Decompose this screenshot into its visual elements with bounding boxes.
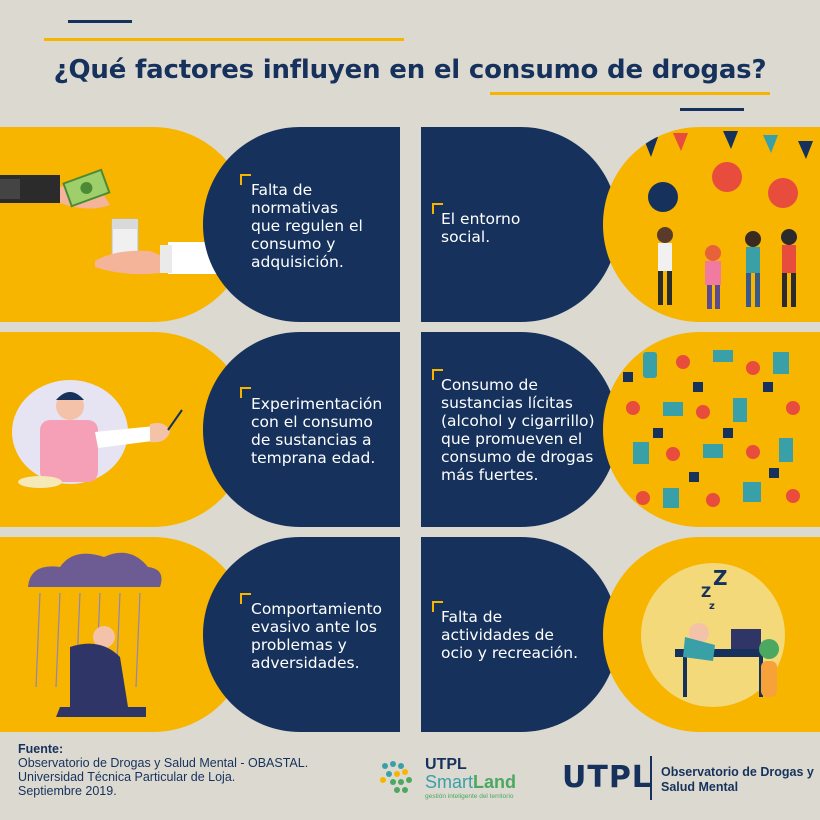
source-line-3: Septiembre 2019. (18, 784, 117, 798)
factor-4-card (421, 332, 618, 527)
factor-1-text: Falta de normativas que regulen el consu… (251, 181, 363, 271)
factor-6-text: Falta de actividades de ocio y recreació… (441, 608, 579, 662)
factor-3-card (203, 332, 400, 527)
factor-3-corner-mark (240, 387, 251, 398)
source-line-2: Universidad Técnica Particular de Loja. (18, 770, 236, 784)
factor-6-card (421, 537, 618, 732)
factor-2-card (421, 127, 618, 322)
factor-2-corner-mark (432, 203, 443, 214)
source-line-1: Observatorio de Drogas y Salud Mental - … (18, 756, 309, 770)
source-label: Fuente: (18, 742, 64, 756)
party-people-illustration (643, 131, 813, 309)
observatory-line-1: Observatorio de Drogas y (661, 765, 814, 779)
observatory-line-2: Salud Mental (661, 780, 739, 794)
source-block: Fuente: Observatorio de Drogas y Salud M… (18, 742, 308, 798)
svg-text:Z: Z (701, 585, 711, 601)
svg-text:z: z (709, 601, 715, 612)
factor-1-corner-mark (240, 174, 251, 185)
factor-1-card (203, 127, 400, 322)
factor-6-corner-mark (432, 601, 443, 612)
right-accent-bar (680, 108, 744, 111)
logo-divider (650, 756, 652, 800)
svg-text:Z: Z (713, 566, 728, 590)
factor-5-corner-mark (240, 593, 251, 604)
money-and-pills-exchange-illustration (0, 168, 218, 275)
title-top-underline (44, 38, 404, 41)
sad-man-under-rain-cloud-illustration (28, 552, 162, 717)
sleeping-at-desk-illustration: Z Z z (641, 563, 785, 707)
smartland-utpl-text: UTPL (425, 756, 467, 773)
smartland-tagline: gestión inteligente del territorio (425, 793, 514, 800)
smartland-dots-icon (380, 761, 412, 793)
girl-offered-substance-illustration (12, 380, 183, 488)
utpl-smartland-logo: UTPL SmartLand gestión inteligente del t… (375, 756, 545, 806)
top-accent-bar (68, 20, 132, 23)
factor-4-illustration-panel (603, 332, 820, 527)
factor-3-text: Experimentación con el consumo de sustan… (251, 395, 383, 467)
title-bottom-underline (490, 92, 770, 95)
factor-4-corner-mark (432, 369, 443, 380)
factor-4-text: Consumo de sustancias lícitas (alcohol y… (441, 376, 595, 484)
smartland-smart-text: Smart (425, 772, 474, 792)
factor-5-card (203, 537, 400, 732)
page-title: ¿Qué factores influyen en el consumo de … (53, 55, 767, 85)
factor-5-text: Comportamiento evasivo ante los problema… (251, 600, 383, 672)
smartland-land-text: Land (473, 772, 517, 792)
factor-2-text: El entorno social. (441, 210, 521, 246)
utpl-logo: UTPL (562, 760, 652, 795)
substances-pattern-illustration (623, 350, 800, 508)
factor-6-illustration-panel: Z Z z (603, 537, 820, 732)
observatory-name: Observatorio de Drogas y Salud Mental (661, 765, 814, 795)
factor-2-illustration-panel (603, 127, 820, 322)
